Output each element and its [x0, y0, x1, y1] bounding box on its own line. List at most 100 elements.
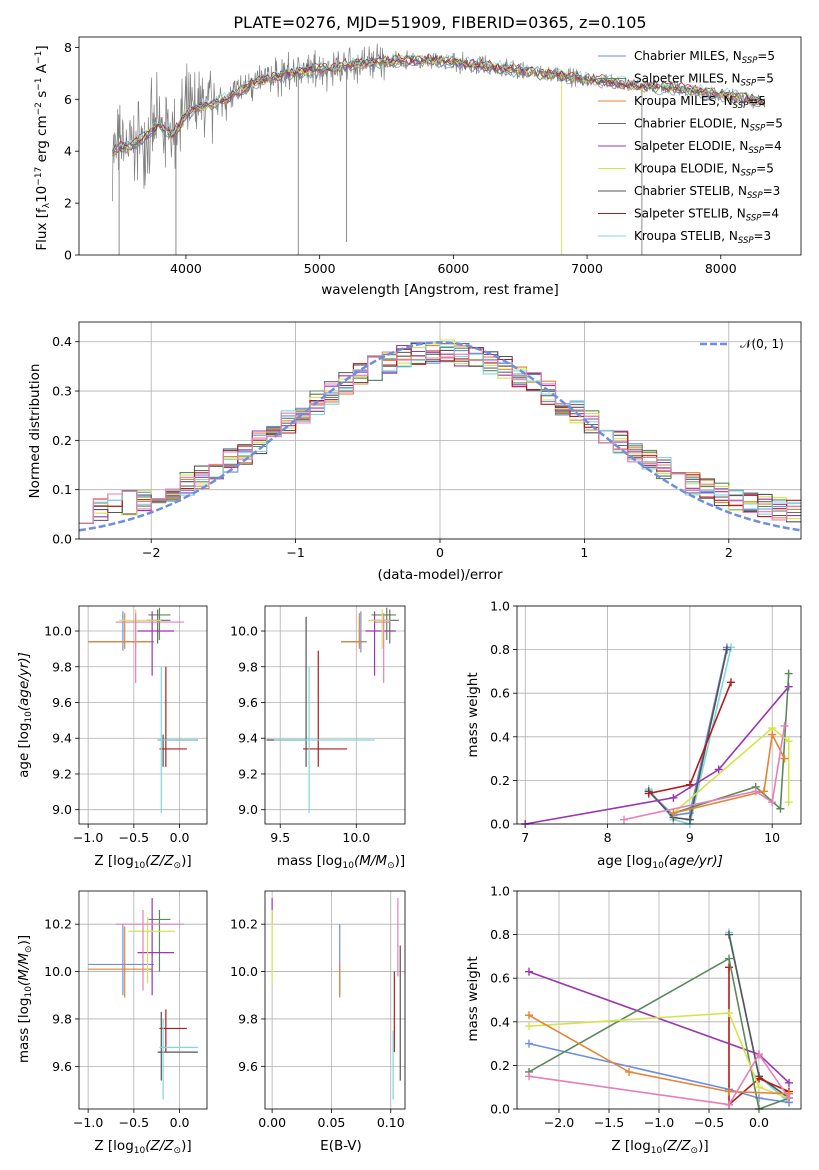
x-tick-label: 8000 — [705, 261, 737, 276]
mass-weight-marker — [751, 787, 760, 796]
spectrum-legend: Chabrier MILES, NSSP=5 Salpeter MILES, NS… — [598, 49, 783, 246]
model-spectrum — [112, 54, 766, 154]
legend-label: Kroupa MILES, NSSP=5 — [634, 94, 766, 111]
y-tick-label: 8 — [64, 40, 72, 55]
x-tick-label: 0.0 — [749, 1115, 769, 1130]
mass-weight-marker — [784, 669, 793, 678]
panel-frame — [516, 605, 802, 825]
spectrum-panel: 4000 5000 6000 7000 8000 0 2 4 6 8 — [64, 36, 802, 276]
weightAge-xlabel: age [log10(age/yr)] — [597, 853, 723, 871]
y-tick-label: 9.0 — [238, 802, 258, 817]
y-tick-label: 0.8 — [490, 927, 510, 942]
normal-curve — [78, 340, 802, 532]
mass-weight-marker — [525, 1011, 533, 1020]
ageZ-xlabel: Z [log10(Z/Z⊙)] — [94, 853, 191, 871]
y-tick-label: 1.0 — [490, 884, 510, 899]
mass-weight-marker — [620, 815, 629, 824]
mass-weight-marker — [785, 1094, 793, 1103]
mass-weight-line — [528, 1014, 790, 1095]
y-tick-label: 10.0 — [230, 624, 258, 639]
y-tick-label: 1.0 — [490, 599, 510, 614]
x-tick-label: 5000 — [304, 261, 336, 276]
mass-weight-marker — [685, 815, 694, 824]
mass-weight-marker — [669, 793, 678, 802]
y-tick-label: 10.0 — [44, 624, 72, 639]
x-tick-label: 9 — [686, 830, 694, 845]
x-tick-label: 0.10 — [377, 1115, 405, 1130]
x-tick-label: −0.5 — [119, 1115, 149, 1130]
y-tick-label: 9.6 — [52, 695, 72, 710]
x-tick-label: −1.5 — [594, 1115, 624, 1130]
mass-weight-marker — [725, 1100, 733, 1109]
histogram-frame — [78, 321, 802, 540]
mass-weight-marker — [780, 754, 789, 763]
mass-weight-marker — [669, 809, 678, 818]
mass-weight-marker — [525, 1022, 533, 1031]
weight-vs-Z-panel: −2.0 −1.5 −1.0 −0.5 0.0 0.0 0.2 0.4 0.6 0.8 1.0 — [490, 884, 802, 1130]
legend-label: Kroupa STELIB, NSSP=3 — [634, 229, 771, 246]
model-spectrum — [112, 52, 765, 151]
x-tick-label: −1 — [286, 545, 304, 560]
residual-histogram-panel: −2 −1 0 1 2 0.0 0.1 0.2 0.3 0.4 — [52, 321, 802, 560]
y-tick-label: 9.4 — [238, 731, 258, 746]
legend-label: Chabrier STELIB, NSSP=3 — [634, 184, 780, 201]
x-tick-label: 7 — [521, 830, 529, 845]
mass-weight-marker — [785, 1078, 793, 1087]
histogram-ylabel: Normed distribution — [27, 364, 43, 499]
y-tick-label: 2 — [64, 196, 72, 211]
massZ-ylabel: mass [log10(M/M⊙)] — [16, 935, 34, 1063]
model-spectrum — [112, 52, 766, 151]
y-tick-label: 0.6 — [490, 686, 510, 701]
mass-weight-marker — [784, 798, 793, 807]
mass-weight-line — [525, 686, 790, 825]
x-tick-label: −2.0 — [544, 1115, 574, 1130]
y-tick-label: 0.1 — [52, 482, 72, 497]
panel-frame — [264, 890, 406, 1110]
x-tick-label: −0.5 — [694, 1115, 724, 1130]
mass-weight-marker — [725, 1087, 733, 1096]
y-tick-label: 9.2 — [238, 766, 258, 781]
legend-label: Chabrier MILES, NSSP=5 — [634, 49, 775, 66]
y-tick-label: 9.6 — [238, 695, 258, 710]
y-tick-label: 10.0 — [44, 964, 72, 979]
y-tick-label: 4 — [64, 144, 72, 159]
mass-weight-marker — [625, 1067, 633, 1076]
mass-weight-marker — [768, 798, 777, 807]
mass-weight-marker — [755, 1050, 763, 1059]
mass-weight-marker — [725, 954, 733, 963]
y-tick-label: 0.0 — [52, 532, 72, 547]
figure-title: PLATE=0276, MJD=51909, FIBERID=0365, z=0… — [233, 13, 646, 32]
y-tick-label: 0.8 — [490, 642, 510, 657]
y-tick-label: 10.2 — [44, 917, 72, 932]
y-tick-label: 0.6 — [490, 971, 510, 986]
mass-weight-marker — [714, 765, 723, 774]
mass-weight-marker — [780, 721, 789, 730]
y-tick-label: 0 — [64, 248, 72, 263]
x-tick-label: 1 — [580, 545, 588, 560]
x-tick-label: 9.5 — [270, 830, 290, 845]
y-tick-label: 0.0 — [490, 817, 510, 832]
weightZ-ylabel: mass weight — [465, 956, 481, 1041]
x-tick-label: 7000 — [571, 261, 603, 276]
y-tick-label: 0.4 — [490, 1014, 510, 1029]
mass-weight-marker — [525, 1072, 533, 1081]
y-tick-label: 9.8 — [52, 1011, 72, 1026]
mass-weight-marker — [644, 789, 653, 798]
ageMass-xlabel: mass [log10(M/M⊙)] — [277, 853, 405, 871]
x-tick-label: −1.0 — [73, 1115, 103, 1130]
y-tick-label: 0.2 — [490, 773, 510, 788]
y-tick-label: 6 — [64, 92, 72, 107]
legend-label: Chabrier ELODIE, NSSP=5 — [634, 117, 783, 134]
mass-weight-marker — [784, 737, 793, 746]
age-vs-Z-panel: −1.0 −0.5 0.0 9.0 9.2 9.4 9.6 9.8 10.0 — [44, 605, 208, 845]
panel-frame — [78, 605, 208, 825]
y-tick-label: 0.4 — [52, 334, 72, 349]
mass-weight-marker — [768, 730, 777, 739]
massEbv-xlabel: E(B-V) — [320, 1138, 362, 1154]
mass-weight-marker — [725, 930, 733, 939]
panel-frame — [78, 890, 208, 1110]
y-tick-label: 9.8 — [52, 659, 72, 674]
x-tick-label: 0.05 — [318, 1115, 346, 1130]
mass-weight-line — [648, 647, 728, 817]
x-tick-label: −0.5 — [119, 830, 149, 845]
